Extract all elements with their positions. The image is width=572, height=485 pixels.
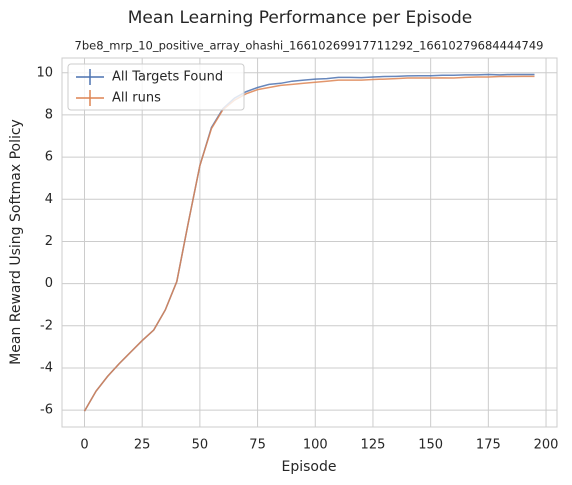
x-tick-label: 100 [303, 438, 328, 453]
y-tick-label: 0 [45, 276, 53, 291]
y-tick-label: 8 [45, 107, 53, 122]
y-tick-label: 2 [45, 234, 53, 249]
series-line [83, 75, 535, 412]
x-tick-label: 0 [80, 438, 88, 453]
y-tick-label: -4 [40, 360, 53, 375]
x-tick-label: 125 [361, 438, 386, 453]
plot-frame [61, 57, 558, 428]
y-tick-label: 10 [36, 65, 53, 80]
x-axis-label: Episode [282, 459, 337, 475]
legend-label: All runs [112, 91, 161, 106]
y-tick-label: -6 [40, 403, 53, 418]
y-axis-label: Mean Reward Using Softmax Policy [8, 119, 24, 365]
legend-label: All Targets Found [112, 70, 223, 85]
x-tick-label: 75 [249, 438, 266, 453]
y-tick-label: 6 [45, 150, 53, 165]
x-tick-label: 150 [418, 438, 443, 453]
x-tick-label: 200 [534, 438, 559, 453]
series-line [83, 73, 535, 412]
y-tick-label: -2 [40, 318, 53, 333]
x-tick-label: 50 [192, 438, 209, 453]
x-tick-label: 25 [134, 438, 151, 453]
x-tick-label: 175 [476, 438, 501, 453]
legend-box [67, 63, 245, 111]
chart-subtitle: 7be8_mrp_10_positive_array_ohashi_166102… [75, 39, 544, 53]
y-tick-label: 4 [45, 192, 53, 207]
chart-title: Mean Learning Performance per Episode [128, 8, 472, 28]
